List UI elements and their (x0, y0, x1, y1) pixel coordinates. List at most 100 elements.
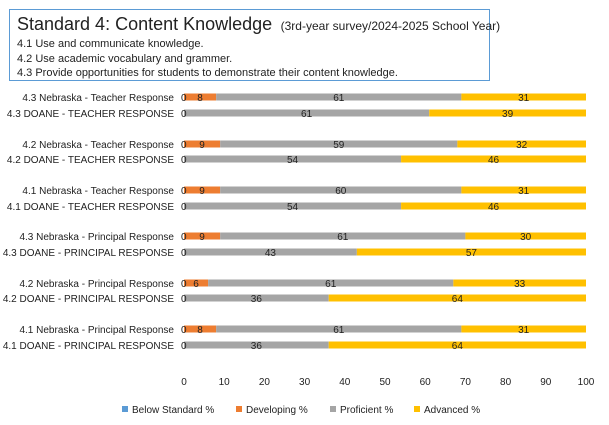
data-label: 9 (199, 140, 205, 151)
data-label: 30 (520, 232, 532, 243)
data-label: 9 (199, 232, 205, 243)
data-label: 61 (325, 279, 337, 290)
chart-title: Standard 4: Content Knowledge (17, 14, 273, 34)
bar-segment (461, 325, 586, 333)
bar-segment (184, 341, 329, 349)
legend-entry: Advanced % (424, 405, 480, 416)
bar-segment (401, 155, 586, 163)
bar-segment (457, 140, 586, 148)
data-label: 6 (193, 279, 199, 290)
data-label: 8 (197, 325, 203, 336)
category-label: 4.2 DOANE - PRINCIPAL RESPONSE (3, 294, 174, 305)
x-tick-label: 30 (299, 377, 311, 388)
data-label: 36 (251, 294, 263, 305)
standard-item-4-2: 4.2 Use academic vocabulary and grammer. (17, 52, 233, 65)
data-label: 31 (518, 325, 530, 336)
chart-title-box: Standard 4: Content Knowledge (3rd-year … (9, 9, 500, 81)
category-label: 4.2 Nebraska - Principal Response (19, 279, 174, 290)
x-tick-label: 20 (259, 377, 271, 388)
data-label: 33 (514, 279, 526, 290)
x-tick-label: 10 (219, 377, 231, 388)
legend-swatch (414, 406, 420, 412)
bar-segment (356, 248, 586, 256)
bar-segment (184, 294, 329, 302)
bar-segment (216, 93, 462, 101)
chart-subtitle: (3rd-year survey/2024-2025 School Year) (280, 19, 501, 33)
standard-item-4-1: 4.1 Use and communicate knowledge. (17, 38, 204, 50)
x-tick-label: 60 (420, 377, 432, 388)
category-label: 4.1 DOANE - TEACHER RESPONSE (7, 202, 174, 213)
bar-segment (184, 93, 217, 101)
data-label: 39 (502, 109, 514, 120)
legend-swatch (236, 406, 242, 412)
standard-item-4-3: 4.3 Provide opportunities for students t… (17, 67, 398, 79)
category-label: 4.2 Nebraska - Teacher Response (22, 140, 174, 151)
data-label: 31 (518, 186, 530, 197)
bar-segment (184, 232, 221, 240)
x-tick-label: 100 (578, 377, 595, 388)
data-label: 0 (181, 232, 187, 243)
x-tick-label: 80 (500, 377, 512, 388)
bar-segment (208, 279, 454, 287)
bar-segment (184, 140, 221, 148)
bar-segment (453, 279, 586, 287)
data-label: 64 (452, 294, 464, 305)
data-label: 0 (181, 93, 187, 104)
data-label: 0 (181, 186, 187, 197)
data-label: 0 (181, 140, 187, 151)
data-label: 36 (251, 341, 263, 352)
data-label: 46 (488, 202, 500, 213)
legend-swatch (122, 406, 128, 412)
bar-segment (220, 232, 466, 240)
bar-segment (465, 232, 586, 240)
x-tick-label: 70 (460, 377, 472, 388)
x-tick-label: 50 (379, 377, 391, 388)
bar-segment (184, 279, 209, 287)
bar-segment (184, 155, 402, 163)
data-label: 61 (333, 93, 345, 104)
category-label: 4.1 DOANE - PRINCIPAL RESPONSE (3, 341, 174, 352)
legend-entry: Developing % (246, 405, 308, 416)
data-label: 32 (516, 140, 528, 151)
category-label: 4.3 DOANE - TEACHER RESPONSE (7, 109, 174, 120)
x-tick-label: 90 (540, 377, 552, 388)
legend-entry: Below Standard % (132, 405, 214, 416)
data-label: 31 (518, 93, 530, 104)
data-label: 9 (199, 186, 205, 197)
data-label: 0 (181, 325, 187, 336)
bar-segment (461, 93, 586, 101)
category-label: 4.3 Nebraska - Principal Response (19, 232, 174, 243)
category-label: 4.1 Nebraska - Principal Response (19, 325, 174, 336)
data-label: 61 (333, 325, 345, 336)
x-tick-label: 0 (181, 377, 187, 388)
data-label: 43 (265, 248, 277, 259)
category-label: 4.2 DOANE - TEACHER RESPONSE (7, 155, 174, 166)
bar-segment (184, 248, 357, 256)
bar-segment (461, 186, 586, 194)
data-label: 61 (337, 232, 349, 243)
bar-segment (184, 109, 430, 117)
bar-segment (220, 140, 458, 148)
category-label: 4.1 Nebraska - Teacher Response (22, 186, 174, 197)
bar-segment (184, 325, 217, 333)
data-label: 0 (181, 248, 187, 259)
data-label: 0 (181, 109, 187, 120)
bar-segment (401, 202, 586, 210)
bar-segment (184, 202, 402, 210)
bar-segment (184, 186, 221, 194)
data-label: 8 (197, 93, 203, 104)
data-label: 61 (301, 109, 313, 120)
title-line: Standard 4: Content Knowledge (3rd-year … (17, 13, 500, 37)
data-label: 54 (287, 202, 299, 213)
bar-segment (328, 294, 586, 302)
category-label: 4.3 DOANE - PRINCIPAL RESPONSE (3, 248, 174, 259)
data-label: 54 (287, 155, 299, 166)
data-label: 0 (181, 155, 187, 166)
data-label: 57 (466, 248, 478, 259)
data-label: 60 (335, 186, 347, 197)
x-tick-label: 40 (339, 377, 351, 388)
data-label: 59 (333, 140, 345, 151)
legend-entry: Proficient % (340, 405, 393, 416)
bar-segment (429, 109, 586, 117)
